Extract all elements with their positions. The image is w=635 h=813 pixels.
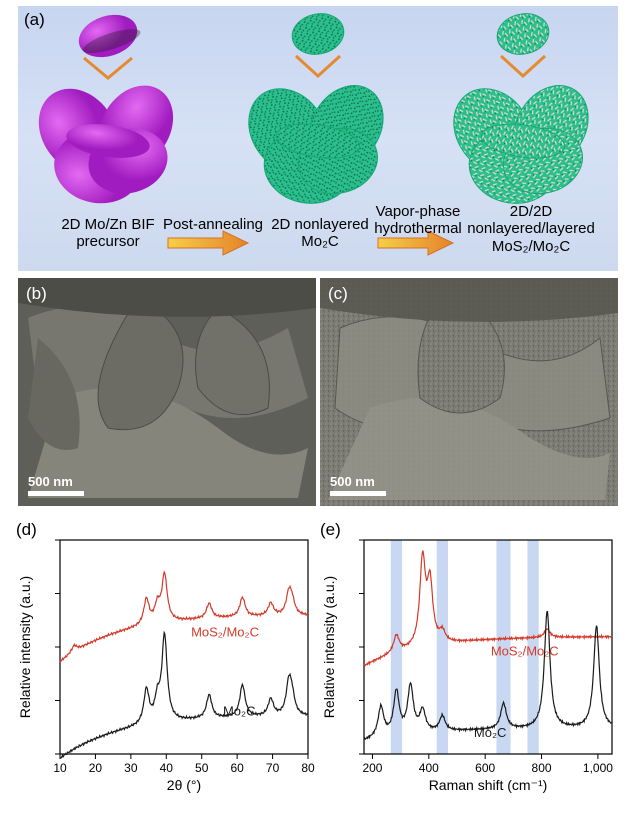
raman-svg: 200 400 600 800 1,000 Raman shift (cm⁻¹) Relat… bbox=[320, 520, 620, 800]
svg-text:Mo₂C: Mo₂C bbox=[223, 703, 256, 718]
col3-caption: 2D/2D nonlayered/layered MoS₂/Mo₂C bbox=[456, 203, 606, 255]
svg-text:50: 50 bbox=[195, 761, 209, 775]
svg-text:10: 10 bbox=[53, 761, 67, 775]
svg-text:80: 80 bbox=[301, 761, 315, 775]
panel-e-label: (e) bbox=[320, 520, 341, 540]
svg-text:MoS₂/Mo₂C: MoS₂/Mo₂C bbox=[191, 624, 259, 639]
panel-c-label: (c) bbox=[328, 284, 348, 304]
panel-e-raman: (e) 200 400 600 800 1,000 Raman shift (cm⁻¹) R… bbox=[320, 520, 620, 800]
svg-text:Mo₂C: Mo₂C bbox=[474, 725, 507, 740]
svg-text:70: 70 bbox=[266, 761, 280, 775]
sem-b-svg bbox=[18, 278, 316, 506]
svg-text:Relative intensity (a.u.): Relative intensity (a.u.) bbox=[17, 576, 33, 718]
panel-c-thalebar: 500 nm bbox=[330, 474, 386, 496]
arrow1-label: Post-annealing bbox=[158, 216, 268, 233]
svg-text:Raman shift (cm⁻¹): Raman shift (cm⁻¹) bbox=[429, 777, 548, 793]
svg-text:40: 40 bbox=[160, 761, 174, 775]
panel-d-label: (d) bbox=[16, 520, 37, 540]
sem-c-svg bbox=[320, 278, 618, 506]
panel-b-label: (b) bbox=[26, 284, 47, 304]
svg-text:MoS₂/Mo₂C: MoS₂/Mo₂C bbox=[491, 644, 559, 659]
svg-text:20: 20 bbox=[89, 761, 103, 775]
svg-text:2θ (°): 2θ (°) bbox=[167, 777, 201, 793]
svg-text:30: 30 bbox=[124, 761, 138, 775]
svg-text:800: 800 bbox=[532, 761, 552, 775]
svg-text:60: 60 bbox=[230, 761, 244, 775]
panel-a-schematic: (a) bbox=[18, 6, 618, 271]
panel-a-label: (a) bbox=[24, 10, 45, 30]
panel-b-scalebar: 500 nm bbox=[28, 474, 84, 496]
svg-text:400: 400 bbox=[419, 761, 439, 775]
svg-text:Relative intensity (a.u.): Relative intensity (a.u.) bbox=[321, 576, 337, 718]
xrd-svg: 10 20 30 40 50 60 70 80 2θ (°) Relative intensity… bbox=[16, 520, 316, 800]
svg-text:200: 200 bbox=[362, 761, 382, 775]
svg-text:600: 600 bbox=[475, 761, 495, 775]
panel-c-sem: (c) 500 nm bbox=[320, 278, 618, 506]
col2-caption: 2D nonlayered Mo₂C bbox=[260, 216, 380, 251]
panel-b-sem: (b) 500 nm bbox=[18, 278, 316, 506]
svg-text:1,000: 1,000 bbox=[583, 761, 613, 775]
panel-d-xrd: (d) 10 20 30 40 50 60 70 80 2θ (°) Relative inten… bbox=[16, 520, 316, 800]
arrow2-label: Vapor-phase hydrothermal bbox=[368, 203, 468, 237]
col1-caption: 2D Mo/Zn BIF precursor bbox=[48, 216, 168, 251]
